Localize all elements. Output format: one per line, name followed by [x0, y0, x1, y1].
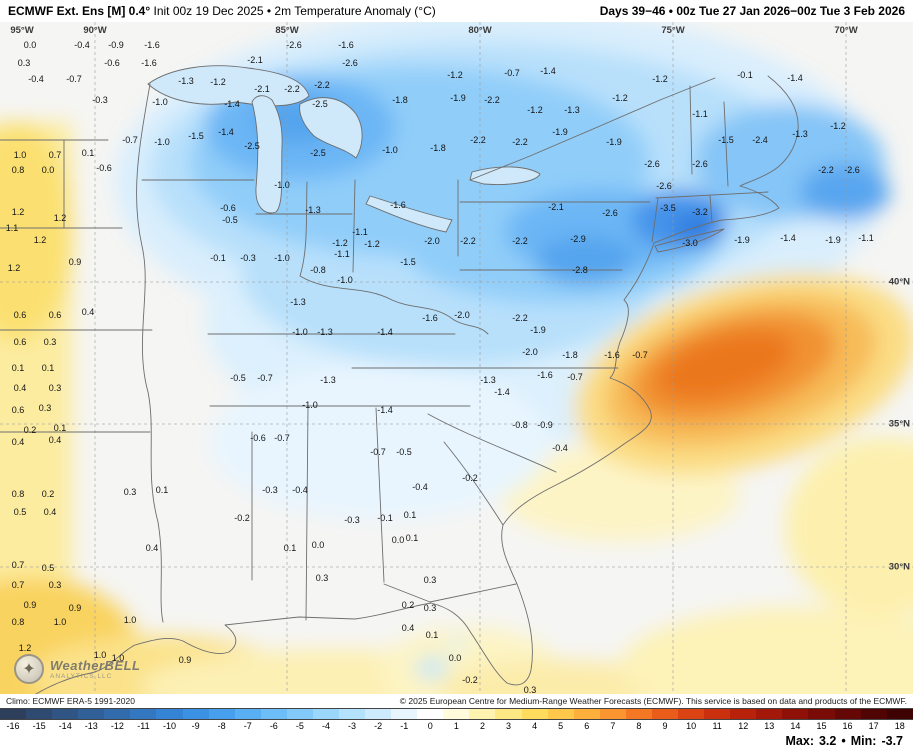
color-scale-cell: [156, 709, 183, 719]
color-scale-cell: [417, 709, 444, 719]
color-scale-tick: -10: [163, 721, 177, 731]
color-scale-tick: 3: [506, 721, 512, 731]
color-scale-cell: [704, 709, 731, 719]
color-scale-ticks: -16 -15 -14 -13 -12 -11 -10 -9 -8 -7 -6 -5 -4 -3 -2 -1 0…: [0, 720, 913, 732]
great-lakes: [147, 65, 541, 233]
color-scale-tick: -12: [110, 721, 124, 731]
color-scale-tick: 13: [764, 721, 775, 731]
min-label: Min:: [850, 734, 877, 748]
color-scale-tick: 16: [842, 721, 853, 731]
color-scale-cell: [860, 709, 887, 719]
color-scale-cell: [130, 709, 157, 719]
color-scale: -16 -15 -14 -13 -12 -11 -10 -9 -8 -7 -6 -5 -4 -3 -2 -1 0…: [0, 708, 913, 732]
valid-range: Days 39−46 • 00z Tue 27 Jan 2026−00z Tue…: [599, 4, 905, 18]
color-scale-tick: -6: [269, 721, 278, 731]
stats-bullet: •: [841, 734, 846, 748]
color-scale-tick: 1: [453, 721, 459, 731]
color-scale-cell: [808, 709, 835, 719]
color-scale-tick: -7: [243, 721, 252, 731]
color-scale-cell: [260, 709, 287, 719]
color-scale-tick: 0: [427, 721, 433, 731]
footer-bar: Climo: ECMWF ERA-5 1991-2020 © 2025 Euro…: [0, 694, 913, 708]
color-scale-cell: [521, 709, 548, 719]
color-scale-tick: -5: [295, 721, 304, 731]
color-scale-cell: [312, 709, 340, 719]
color-scale-cell: [834, 709, 861, 719]
color-scale-bar: [0, 708, 913, 720]
color-scale-cell: [208, 709, 235, 719]
color-scale-tick: 14: [790, 721, 801, 731]
color-scale-cell: [339, 709, 366, 719]
color-scale-cell: [730, 709, 757, 719]
color-scale-cell: [286, 709, 313, 719]
color-scale-tick: 10: [686, 721, 697, 731]
basemap-graphic: [0, 22, 913, 694]
color-scale-tick: 17: [868, 721, 879, 731]
color-scale-cell: [234, 709, 261, 719]
color-scale-cell: [469, 709, 496, 719]
color-scale-cell: [104, 709, 131, 719]
color-scale-tick: -16: [6, 721, 20, 731]
state-borders: [0, 75, 799, 694]
color-scale-cell: [625, 709, 652, 719]
color-scale-tick: -2: [374, 721, 383, 731]
header-bar: ECMWF Ext. Ens [M] 0.4° Init 00z 19 Dec …: [0, 0, 913, 22]
color-scale-tick: 18: [894, 721, 905, 731]
max-label: Max:: [785, 734, 814, 748]
color-scale-cell: [756, 709, 783, 719]
color-scale-tick: -4: [321, 721, 330, 731]
color-scale-cell: [547, 709, 574, 719]
init-info: Init 00z 19 Dec 2025 • 2m Temperature An…: [150, 4, 436, 18]
color-scale-tick: 12: [738, 721, 749, 731]
color-scale-cell: [573, 709, 600, 719]
max-value: 3.2: [818, 734, 837, 748]
color-scale-cell: [0, 709, 27, 719]
color-scale-tick: -11: [137, 721, 150, 731]
color-scale-tick: 8: [636, 721, 642, 731]
color-scale-tick: -9: [191, 721, 200, 731]
color-scale-cell: [391, 709, 418, 719]
color-scale-cell: [782, 709, 809, 719]
color-scale-cell: [495, 709, 522, 719]
color-scale-tick: -13: [84, 721, 98, 731]
weatherbell-logo-name: WeatherBELL: [50, 658, 141, 673]
map-area: 0.0 -0.4 -0.9 -1.6 -2.6 -1.6 0.3 -0.6 -1.6 -2.1 -2…: [0, 22, 913, 695]
color-scale-tick: 15: [816, 721, 827, 731]
weatherbell-logo-sub: Analytics LLC: [50, 673, 113, 680]
graticule: [0, 22, 913, 694]
page-title: ECMWF Ext. Ens [M] 0.4° Init 00z 19 Dec …: [8, 4, 436, 18]
min-value: -3.7: [881, 734, 903, 748]
color-scale-tick: -8: [217, 721, 226, 731]
color-scale-cell: [599, 709, 626, 719]
color-scale-tick: 11: [712, 721, 722, 731]
color-scale-cell: [443, 709, 470, 719]
color-scale-tick: 2: [479, 721, 485, 731]
stats-row: Max: 3.2 • Min: -3.7: [0, 732, 913, 750]
weatherbell-logo: ✦ WeatherBELL Analytics LLC: [14, 654, 141, 684]
weatherbell-logo-icon: ✦: [14, 654, 44, 684]
color-scale-cell: [678, 709, 705, 719]
color-scale-tick: 9: [662, 721, 668, 731]
color-scale-tick: -3: [348, 721, 357, 731]
color-scale-cell: [52, 709, 79, 719]
color-scale-tick: -14: [58, 721, 72, 731]
color-scale-cell: [365, 709, 392, 719]
color-scale-cell: [182, 709, 209, 719]
color-scale-cell: [26, 709, 53, 719]
climo-note: Climo: ECMWF ERA-5 1991-2020: [6, 696, 135, 706]
copyright-note: © 2025 European Centre for Medium-Range …: [399, 696, 907, 706]
color-scale-cell: [78, 709, 105, 719]
color-scale-tick: -15: [32, 721, 46, 731]
color-scale-cell: [651, 709, 679, 719]
color-scale-cell: [886, 709, 913, 719]
model-name: ECMWF Ext. Ens [M] 0.4°: [8, 4, 151, 18]
color-scale-tick: 6: [584, 721, 590, 731]
color-scale-tick: 5: [558, 721, 564, 731]
color-scale-tick: -1: [400, 721, 409, 731]
color-scale-tick: 4: [532, 721, 538, 731]
color-scale-tick: 7: [610, 721, 616, 731]
